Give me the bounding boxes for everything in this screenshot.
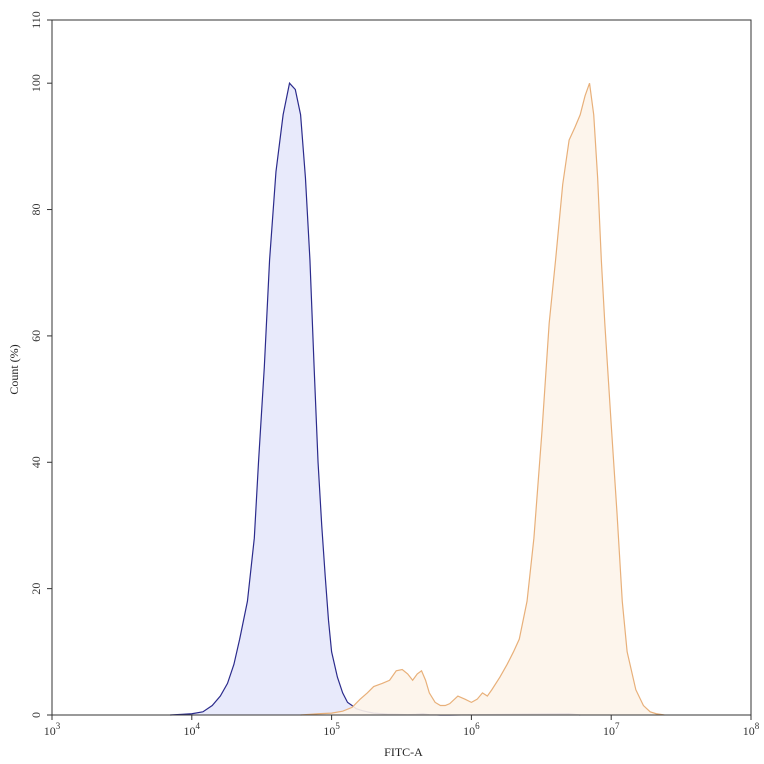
- plot-frame: [51, 19, 752, 716]
- y-tick-label: 0: [29, 712, 43, 718]
- series-1-fill: [170, 83, 581, 716]
- y-tick-label: 20: [29, 583, 43, 595]
- x-axis: 103 104 105 106 107 108: [44, 715, 760, 738]
- x-tick-label: 107: [603, 721, 620, 738]
- x-tick-label: 103: [44, 721, 61, 738]
- y-tick-label: 80: [29, 204, 43, 216]
- x-tick-label: 105: [323, 721, 340, 738]
- series-2-line: [300, 82, 665, 716]
- y-tick-label: 60: [29, 330, 43, 342]
- x-tick-label: 104: [184, 721, 201, 738]
- series-2-fill: [300, 83, 665, 716]
- x-axis-label: FITC-A: [384, 745, 423, 759]
- x-tick-label: 108: [743, 721, 760, 738]
- y-tick-label: 110: [29, 11, 43, 29]
- y-tick-label: 100: [29, 74, 43, 92]
- y-axis-label: Count (%): [7, 344, 21, 394]
- y-axis: 0 20 40 60 80 100 110: [29, 11, 52, 718]
- y-tick-label: 40: [29, 456, 43, 468]
- x-tick-label: 106: [463, 721, 480, 738]
